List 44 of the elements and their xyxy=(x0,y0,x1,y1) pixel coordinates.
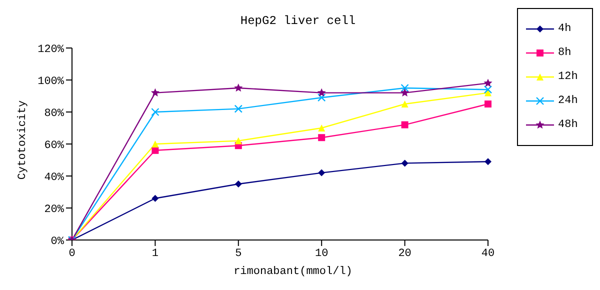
legend-label: 4h xyxy=(558,23,572,35)
chart-title: HepG2 liver cell xyxy=(239,14,357,28)
point xyxy=(318,169,326,176)
y-tick-label: 80% xyxy=(44,108,64,120)
x-tick-label: 40 xyxy=(481,248,495,260)
y-tick-label: 40% xyxy=(44,172,64,184)
point xyxy=(152,194,159,202)
legend-label: 48h xyxy=(558,119,578,131)
point xyxy=(152,146,159,154)
point xyxy=(234,180,242,188)
point xyxy=(484,158,492,166)
point xyxy=(484,100,492,108)
y-tick-label: 120% xyxy=(38,44,64,56)
legend-label: 12h xyxy=(558,71,578,83)
point xyxy=(400,84,409,92)
legend-label: 24h xyxy=(558,95,578,107)
point xyxy=(318,134,326,142)
y-axis-title: Cytotoxicity xyxy=(17,99,29,182)
point xyxy=(401,100,408,108)
point xyxy=(400,88,410,96)
point xyxy=(150,88,160,96)
point xyxy=(484,78,492,87)
x-tick-label: 1 xyxy=(152,248,159,260)
point xyxy=(317,88,326,96)
x-tick-label: 0 xyxy=(68,248,76,260)
point xyxy=(401,121,408,128)
point xyxy=(151,108,160,116)
x-tick-label: 10 xyxy=(315,248,328,260)
y-tick-label: 60% xyxy=(44,140,64,152)
x-axis-title: rimonabant(mmol/l) xyxy=(232,266,354,278)
y-tick-label: 20% xyxy=(44,204,64,216)
point xyxy=(234,84,243,92)
x-tick-label: 5 xyxy=(235,248,242,260)
point xyxy=(318,124,326,132)
point xyxy=(401,160,408,167)
y-tick-label: 0% xyxy=(50,236,64,248)
point xyxy=(234,137,242,144)
legend-label: 8h xyxy=(558,47,572,59)
point xyxy=(484,86,492,94)
point xyxy=(152,140,159,148)
x-tick-label: 20 xyxy=(398,248,412,260)
point xyxy=(318,94,326,102)
y-tick-label: 100% xyxy=(38,76,64,88)
point xyxy=(234,104,242,113)
